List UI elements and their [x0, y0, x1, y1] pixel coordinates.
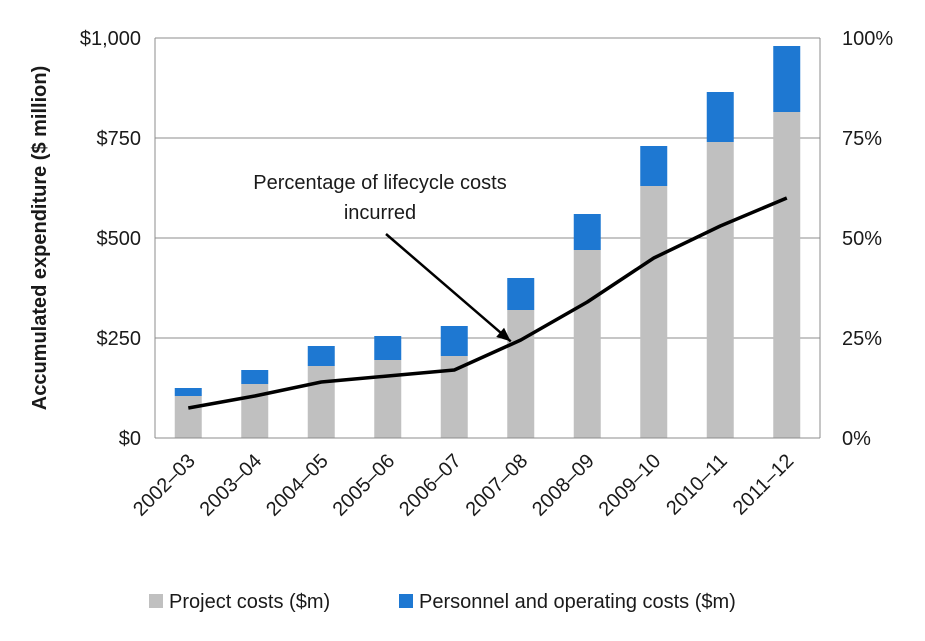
legend-label-personnel-costs: Personnel and operating costs ($m) — [419, 591, 736, 613]
bar-project-costs — [507, 310, 535, 438]
bar-personnel-costs — [440, 326, 468, 356]
x-tick-label: 2002–03 — [129, 450, 200, 521]
y-tick-label: $1,000 — [80, 28, 141, 50]
y-tick-label: $750 — [97, 128, 142, 150]
x-tick-label: 2004–05 — [262, 450, 333, 521]
x-tick-label: 2010–11 — [662, 450, 732, 520]
y-axis-ticks: $0 $250 $500 $750 $1,000 — [80, 28, 141, 450]
bar-personnel-costs — [374, 336, 402, 360]
y2-axis-ticks: 0% 25% 50% 75% 100% — [842, 28, 893, 450]
annotation-arrow-head — [496, 327, 511, 342]
x-tick-label: 2003–04 — [196, 450, 267, 521]
bar-project-costs — [573, 250, 601, 438]
bar-project-costs — [706, 142, 734, 438]
bar-project-costs — [241, 384, 269, 438]
annotation-line-2: incurred — [344, 202, 416, 224]
plot-frame — [154, 38, 821, 439]
bar-project-costs — [307, 366, 335, 438]
bar-project-costs — [773, 112, 801, 438]
y2-tick-label: 50% — [842, 228, 882, 250]
bar-personnel-costs — [174, 388, 202, 396]
y-tick-label: $500 — [97, 228, 142, 250]
x-axis-ticks: 2002–032003–042004–052005–062006–072007–… — [129, 450, 798, 521]
bars — [174, 46, 801, 438]
y-tick-label: $250 — [97, 328, 142, 350]
annotation-line-1: Percentage of lifecycle costs — [253, 172, 506, 194]
bar-personnel-costs — [640, 146, 668, 186]
bar-project-costs — [374, 360, 402, 438]
y2-tick-label: 75% — [842, 128, 882, 150]
annotation: Percentage of lifecycle costs incurred — [253, 172, 512, 343]
y-tick-label: $0 — [119, 428, 141, 450]
bar-personnel-costs — [773, 46, 801, 112]
y2-tick-label: 0% — [842, 428, 871, 450]
legend: Project costs ($m) Personnel and operati… — [149, 591, 736, 613]
legend-swatch-project-costs — [149, 594, 163, 608]
bar-personnel-costs — [241, 370, 269, 384]
x-tick-label: 2007–08 — [462, 450, 533, 521]
x-tick-label: 2005–06 — [329, 450, 400, 521]
legend-label-project-costs: Project costs ($m) — [169, 591, 330, 613]
legend-swatch-personnel-costs — [399, 594, 413, 608]
line-lifecycle-percentage — [187, 196, 788, 410]
x-tick-label: 2011–12 — [729, 450, 799, 520]
bar-personnel-costs — [307, 346, 335, 366]
bar-personnel-costs — [507, 278, 535, 310]
x-tick-label: 2006–07 — [395, 450, 466, 521]
x-tick-label: 2009–10 — [595, 450, 666, 521]
y2-tick-label: 25% — [842, 328, 882, 350]
y-axis-title: Accumulated expenditure ($ million) — [29, 66, 51, 411]
bar-personnel-costs — [573, 214, 601, 250]
bar-project-costs — [174, 396, 202, 438]
line-layer — [187, 196, 788, 410]
bar-personnel-costs — [706, 92, 734, 142]
bar-project-costs — [640, 186, 668, 438]
annotation-arrow-shaft — [385, 233, 512, 343]
y2-tick-label: 100% — [842, 28, 893, 50]
x-tick-label: 2008–09 — [528, 450, 599, 521]
